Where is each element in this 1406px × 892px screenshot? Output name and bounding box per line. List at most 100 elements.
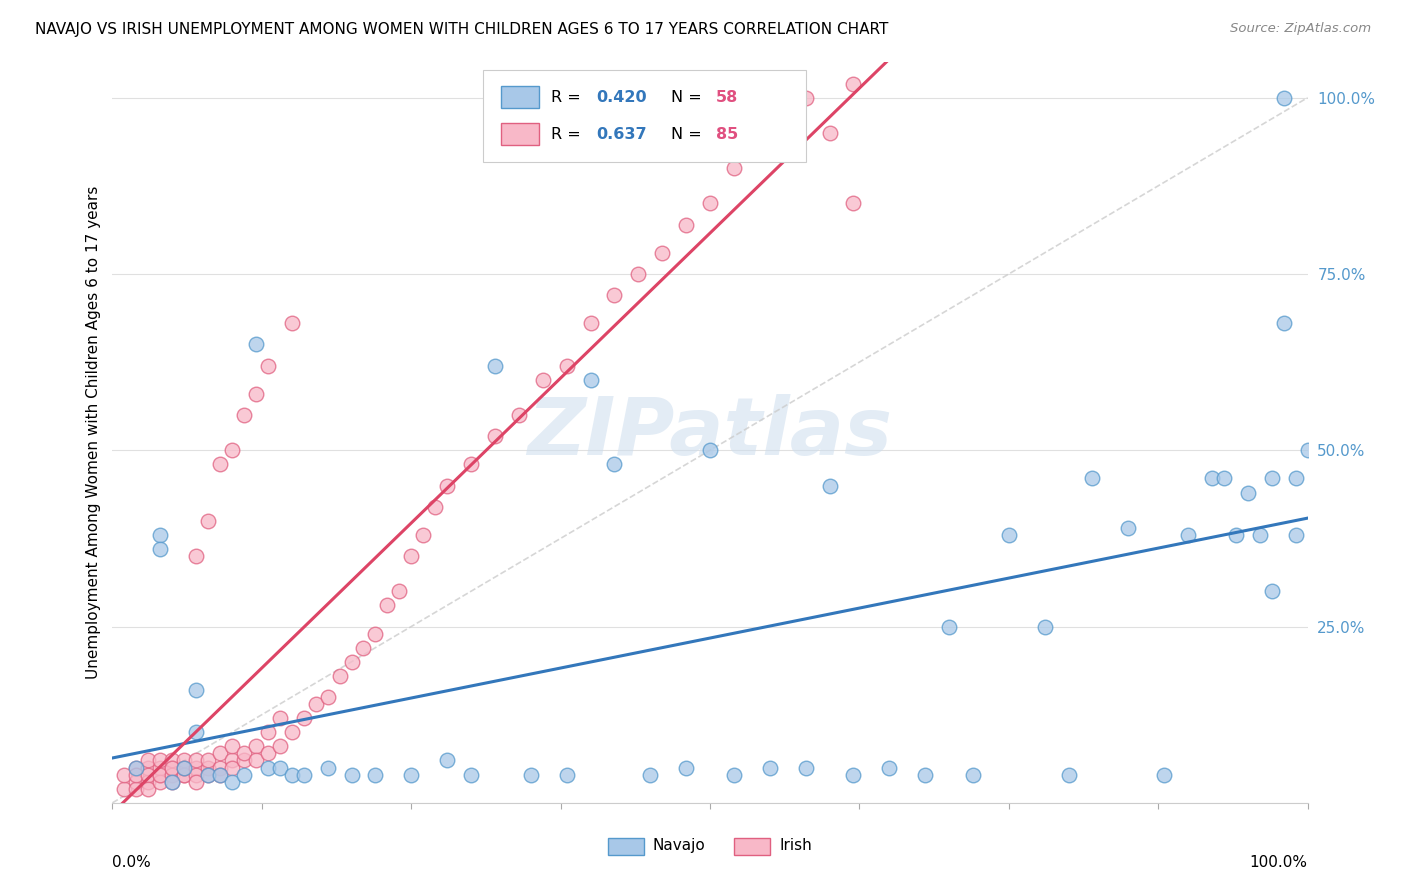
- Point: [1213, 471, 1236, 485]
- Point: [149, 754, 172, 768]
- FancyBboxPatch shape: [501, 123, 538, 145]
- Point: [162, 760, 183, 774]
- Point: [149, 774, 172, 789]
- Point: [699, 196, 721, 211]
- Point: [257, 359, 280, 373]
- Point: [842, 77, 865, 91]
- Point: [186, 725, 208, 739]
- Point: [1057, 767, 1080, 781]
- Point: [555, 767, 578, 781]
- Text: Navajo: Navajo: [652, 838, 706, 854]
- Y-axis label: Unemployment Among Women with Children Ages 6 to 17 years: Unemployment Among Women with Children A…: [86, 186, 101, 680]
- Text: N =: N =: [671, 90, 706, 104]
- Point: [329, 669, 352, 683]
- Point: [436, 478, 458, 492]
- Point: [186, 767, 208, 781]
- Point: [425, 500, 447, 514]
- Point: [173, 767, 195, 781]
- Point: [723, 767, 745, 781]
- Point: [292, 711, 315, 725]
- Point: [125, 760, 148, 774]
- Point: [603, 288, 626, 302]
- Point: [233, 754, 256, 768]
- Point: [245, 337, 267, 351]
- Point: [114, 781, 135, 796]
- Point: [579, 316, 602, 330]
- Point: [197, 767, 219, 781]
- Point: [1249, 528, 1271, 542]
- Text: N =: N =: [671, 127, 706, 142]
- FancyBboxPatch shape: [734, 838, 770, 855]
- Point: [221, 443, 243, 458]
- Point: [125, 774, 148, 789]
- Point: [162, 754, 183, 768]
- Point: [938, 619, 960, 633]
- Point: [114, 767, 135, 781]
- Point: [352, 640, 374, 655]
- FancyBboxPatch shape: [609, 838, 644, 855]
- Text: 0.0%: 0.0%: [112, 855, 152, 870]
- Point: [186, 549, 208, 563]
- Point: [245, 739, 267, 754]
- Text: 0.420: 0.420: [596, 90, 647, 104]
- Point: [555, 359, 578, 373]
- Point: [1272, 91, 1295, 105]
- Point: [245, 754, 267, 768]
- Point: [842, 196, 865, 211]
- Text: NAVAJO VS IRISH UNEMPLOYMENT AMONG WOMEN WITH CHILDREN AGES 6 TO 17 YEARS CORREL: NAVAJO VS IRISH UNEMPLOYMENT AMONG WOMEN…: [35, 22, 889, 37]
- Text: 100.0%: 100.0%: [1250, 855, 1308, 870]
- Point: [281, 767, 304, 781]
- Point: [149, 767, 172, 781]
- Text: ZIPatlas: ZIPatlas: [527, 393, 893, 472]
- Text: Irish: Irish: [779, 838, 813, 854]
- Point: [138, 767, 160, 781]
- Point: [640, 767, 662, 781]
- Point: [508, 408, 530, 422]
- Point: [1153, 767, 1175, 781]
- Point: [186, 754, 208, 768]
- Point: [292, 767, 315, 781]
- Point: [1272, 316, 1295, 330]
- Point: [138, 774, 160, 789]
- Point: [257, 725, 280, 739]
- Point: [879, 760, 901, 774]
- Point: [221, 760, 243, 774]
- Point: [1033, 619, 1056, 633]
- Point: [186, 683, 208, 698]
- Point: [125, 781, 148, 796]
- Point: [269, 760, 291, 774]
- Point: [138, 760, 160, 774]
- Point: [818, 478, 841, 492]
- Point: [675, 218, 697, 232]
- Point: [197, 514, 219, 528]
- Point: [257, 747, 280, 761]
- Point: [1201, 471, 1223, 485]
- Point: [818, 126, 841, 140]
- Point: [723, 161, 745, 176]
- Point: [484, 429, 506, 443]
- Point: [794, 760, 817, 774]
- Point: [699, 443, 721, 458]
- Point: [221, 754, 243, 768]
- Point: [377, 599, 399, 613]
- Point: [305, 697, 328, 711]
- Point: [173, 754, 195, 768]
- Point: [364, 767, 387, 781]
- Point: [209, 747, 232, 761]
- Point: [138, 781, 160, 796]
- Text: Source: ZipAtlas.com: Source: ZipAtlas.com: [1230, 22, 1371, 36]
- Point: [186, 774, 208, 789]
- Point: [162, 774, 183, 789]
- Point: [962, 767, 984, 781]
- Point: [627, 267, 650, 281]
- Point: [125, 760, 148, 774]
- Point: [340, 767, 363, 781]
- Point: [842, 767, 865, 781]
- Text: R =: R =: [551, 127, 586, 142]
- Point: [233, 408, 256, 422]
- Point: [221, 739, 243, 754]
- Point: [1261, 584, 1284, 599]
- Point: [1225, 528, 1247, 542]
- Point: [186, 760, 208, 774]
- Point: [173, 767, 195, 781]
